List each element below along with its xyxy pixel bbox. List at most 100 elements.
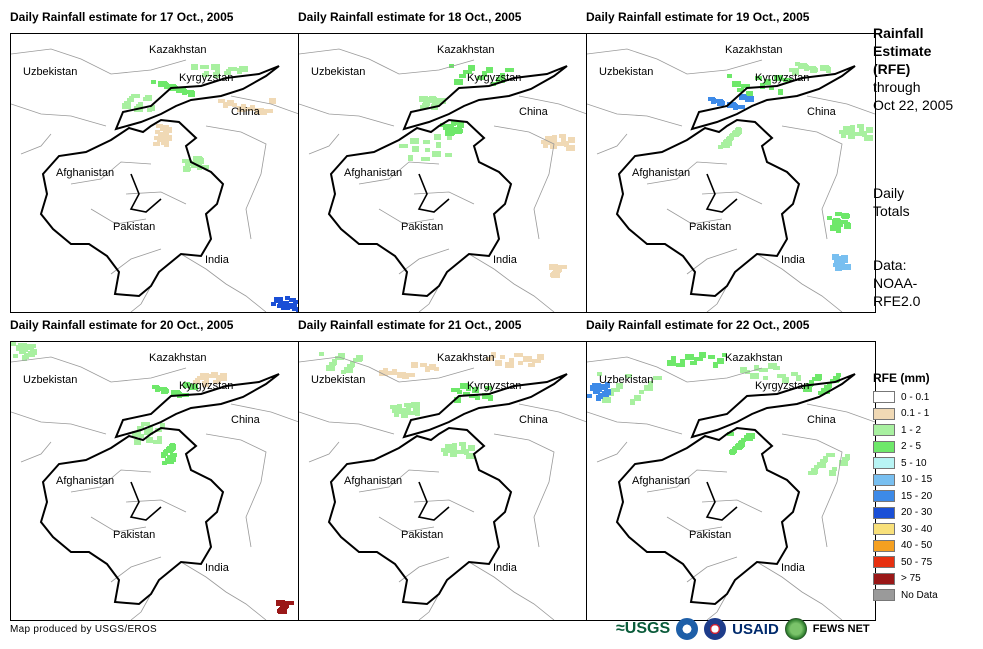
province-boundary [308,441,340,463]
legend-item: 5 - 10 [873,455,938,472]
country-label-pakistan: Pakistan [689,221,732,233]
province-boundary [493,433,555,548]
legend-swatch [873,490,895,503]
map-canvas [11,48,299,312]
legend-label: 0.1 - 1 [901,408,930,420]
province-boundary [413,499,475,513]
province-boundary [587,48,763,75]
country-label-kyrgyzstan: Kyrgyzstan [179,380,234,392]
legend-swatch [873,473,895,486]
province-boundary [756,561,843,620]
rain-patch [132,422,165,445]
panel-title: Daily Rainfall estimate for 20 Oct., 200… [10,318,234,332]
province-boundary [468,561,555,620]
province-boundary [358,161,440,185]
country-label-afghanistan: Afghanistan [56,167,115,179]
rfe-title-line3: (RFE) [873,61,911,77]
country-label-pakistan: Pakistan [689,529,732,541]
rainfall-map: Kazakhstan Uzbekistan Kyrgyzstan China Afgha… [298,341,588,621]
province-boundary [493,125,555,240]
province-boundary [230,95,299,115]
province-boundary [701,191,763,205]
rain-patch [161,443,177,465]
legend-label: No Data [901,589,938,601]
rain-patch [708,94,754,110]
province-boundary [20,133,52,155]
rain-patch [449,64,514,86]
rainfall-map: Kazakhstan Uzbekistan Kyrgyzstan China Afgha… [10,33,300,313]
kyrgyzstan-outline [114,373,280,439]
legend-label: 2 - 5 [901,441,922,453]
province-boundary [468,253,555,312]
country-label-kazakhstan: Kazakhstan [725,44,783,56]
rain-patch [218,98,276,115]
map-credit: Map produced by USGS/EROS [10,624,158,635]
rain-patch [11,342,37,361]
province-boundary [180,253,267,312]
rain-patch [193,372,227,387]
province-boundary [518,403,587,423]
province-boundary [308,133,340,155]
legend-label: 10 - 15 [901,474,933,486]
national-border [417,481,450,521]
legend-swatch [873,407,895,420]
country-label-pakistan: Pakistan [113,221,156,233]
kyrgyzstan-outline [690,373,856,439]
panel-title: Daily Rainfall estimate for 21 Oct., 200… [298,318,522,332]
province-boundary [11,48,187,75]
province-boundary [701,499,763,513]
legend-label: > 75 [901,573,921,585]
province-boundary [596,133,628,155]
data-source-line2: RFE2.0 [873,293,921,309]
country-label-afghanistan: Afghanistan [56,475,115,487]
legend-item: > 75 [873,571,938,588]
rain-patch [419,96,446,110]
map-panel-3: Daily Rainfall estimate for 19 Oct., 200… [586,9,876,313]
usgs-logo: ≈USGS [616,620,671,637]
province-boundary [70,161,152,185]
rain-patch [832,254,851,271]
province-boundary [11,356,187,383]
data-source-line1: NOAA- [873,275,918,291]
rain-patch [191,64,248,78]
province-boundary [587,356,763,383]
country-label-uzbekistan: Uzbekistan [311,66,366,78]
rain-patch [827,212,851,233]
legend: 0 - 0.1 0.1 - 1 1 - 2 2 - 5 5 - 10 10 - 15 15 … [873,389,938,604]
map-canvas [587,352,875,620]
province-boundary [756,253,843,312]
province-boundary [205,125,267,240]
province-boundary [666,516,723,533]
province-boundary [806,403,875,423]
map-canvas [11,342,299,620]
rain-patch [740,363,801,383]
province-boundary [70,469,152,493]
legend-item: 30 - 40 [873,521,938,538]
country-label-kyrgyzstan: Kyrgyzstan [467,380,522,392]
country-label-india: India [493,254,517,266]
national-border [129,481,162,521]
logo-strip: ≈USGS USAID FEWS NET [616,618,870,640]
daily-text: Daily [873,185,905,201]
legend-swatch [873,572,895,585]
map-canvas [299,352,587,620]
legend-item: 10 - 15 [873,472,938,489]
country-label-kazakhstan: Kazakhstan [437,352,495,364]
country-label-kazakhstan: Kazakhstan [149,352,207,364]
province-boundary [299,356,475,383]
rain-patch [667,352,727,368]
kyrgyzstan-outline [402,373,568,439]
province-boundary [299,411,395,435]
country-label-kazakhstan: Kazakhstan [149,44,207,56]
map-panel-5: Daily Rainfall estimate for 21 Oct., 200… [298,317,588,621]
legend-swatch [873,539,895,552]
country-label-kazakhstan: Kazakhstan [725,352,783,364]
legend-item: 1 - 2 [873,422,938,439]
through-date: Oct 22, 2005 [873,97,954,113]
country-label-china: China [807,414,836,426]
kyrgyzstan-outline [690,65,856,131]
province-boundary [418,593,440,620]
province-boundary [90,516,147,533]
rfe-heading: Rainfall Estimate (RFE) through Oct 22, … [873,24,953,114]
national-border [417,173,450,213]
